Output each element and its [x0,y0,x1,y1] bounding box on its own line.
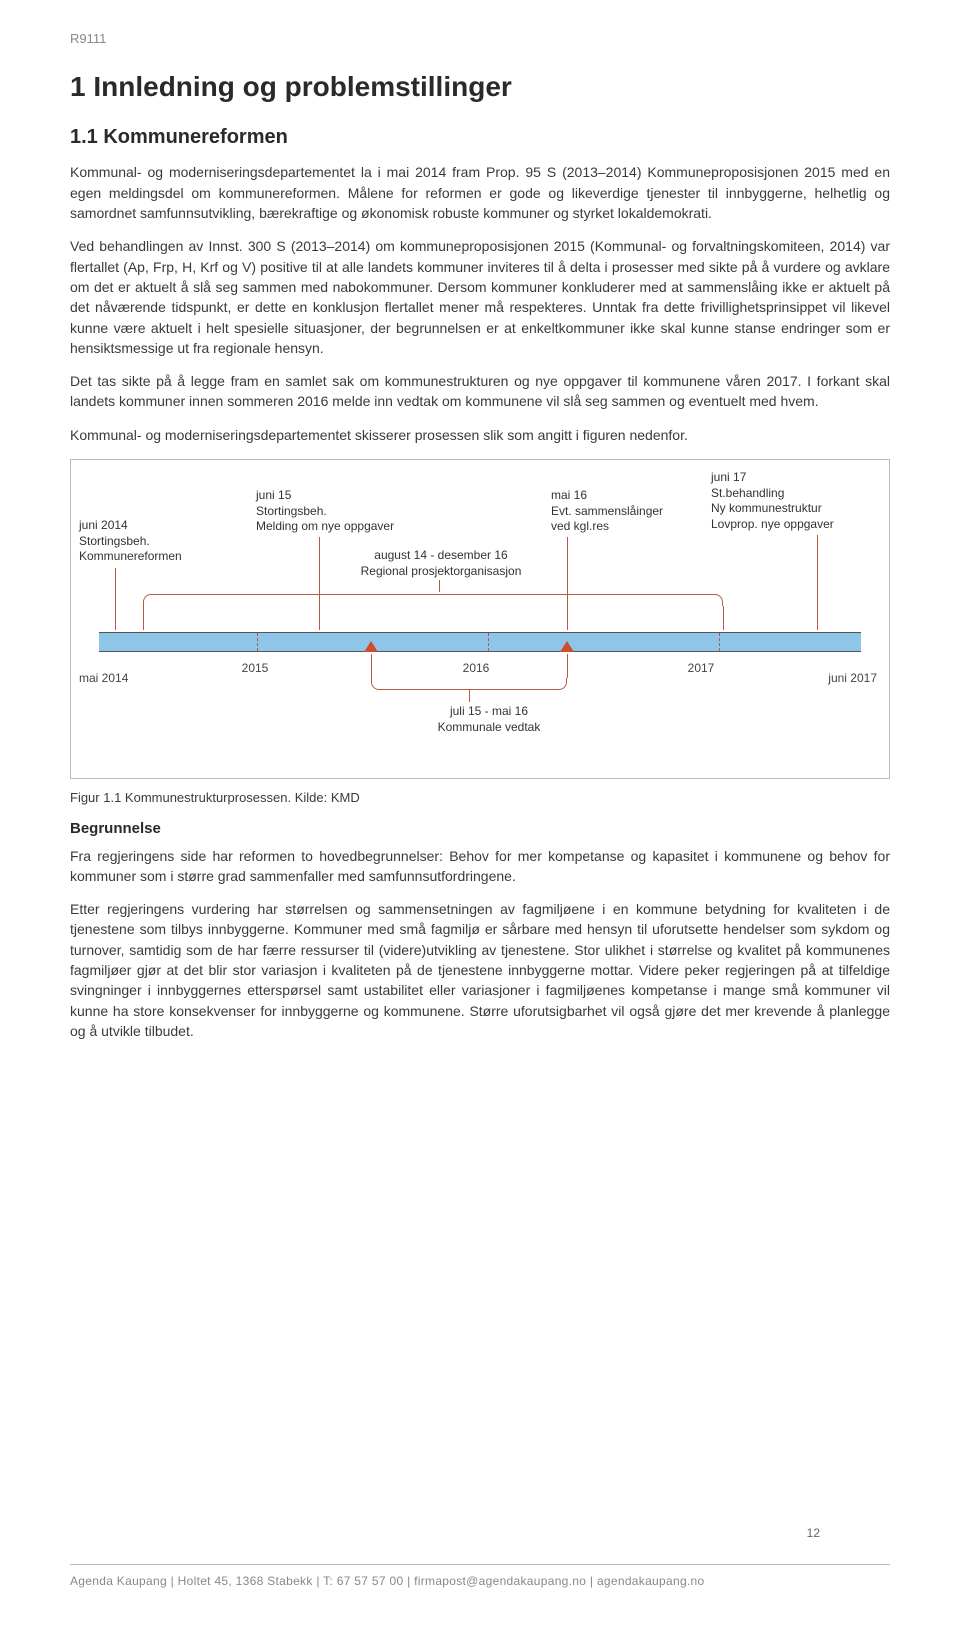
timeline-annot: juni 2014 Stortingsbeh. Kommunereformen [79,518,219,565]
paragraph: Kommunal- og moderniseringsdepartementet… [70,162,890,223]
pointer-line [567,537,568,630]
timeline-annot: august 14 - desember 16 Regional prosjek… [331,548,551,579]
timeline-annot: juli 15 - mai 16 Kommunale vedtak [409,704,569,735]
annot-line: Kommunale vedtak [409,720,569,736]
pointer-line [319,537,320,630]
figure-caption: Figur 1.1 Kommunestrukturprosessen. Kild… [70,789,890,808]
annot-line: St.behandling [711,486,871,502]
annot-line: Evt. sammenslåinger [551,504,711,520]
pointer-line [115,568,116,630]
heading-3: Begrunnelse [70,818,890,840]
annot-line: Kommunereformen [79,549,219,565]
timeline-figure: juni 2014 Stortingsbeh. Kommunereformen … [70,459,890,779]
annot-date: juni 17 [711,470,871,486]
heading-2: 1.1 Kommunereformen [70,123,890,152]
paragraph: Det tas sikte på å legge fram en samlet … [70,371,890,412]
year-tick [257,633,258,651]
year-label: 2016 [463,660,490,677]
brace-icon [371,678,567,690]
year-label: 2015 [242,660,269,677]
annot-date: juli 15 - mai 16 [409,704,569,720]
annot-date: juni 2014 [79,518,219,534]
pointer-line [371,654,372,678]
timeline-end-label: juni 2017 [828,670,877,687]
footer-separator: | [590,1574,597,1588]
paragraph: Etter regjeringens vurdering har størrel… [70,899,890,1041]
footer-url: agendakaupang.no [597,1574,705,1588]
brace-icon [143,594,723,606]
page-footer: Agenda Kaupang | Holtet 45, 1368 Stabekk… [70,1564,890,1590]
year-tick [488,633,489,651]
pointer-line [817,535,818,630]
timeline-annot: mai 16 Evt. sammenslåinger ved kgl.res [551,488,711,535]
annot-line: Stortingsbeh. [79,534,219,550]
footer-email: firmapost@agendakaupang.no [414,1574,586,1588]
annot-line: Regional prosjektorganisasjon [331,564,551,580]
pointer-line [567,654,568,678]
pointer-line [723,606,724,630]
annot-line: Stortingsbeh. [256,504,436,520]
annot-line: Lovprop. nye oppgaver [711,517,871,533]
pointer-line [469,690,470,702]
annot-line: ved kgl.res [551,519,711,535]
heading-1: 1 Innledning og problemstillinger [70,67,890,108]
page-number: 12 [807,1525,820,1542]
timeline-start-label: mai 2014 [79,670,128,687]
pointer-line [439,580,440,592]
timeline-annot: juni 15 Stortingsbeh. Melding om nye opp… [256,488,436,535]
pointer-line [143,606,144,630]
footer-tel: T: 67 57 57 00 [323,1574,403,1588]
annot-date: mai 16 [551,488,711,504]
year-tick [719,633,720,651]
paragraph: Fra regjeringens side har reformen to ho… [70,846,890,887]
timeline-marker-icon [364,641,378,652]
annot-date: august 14 - desember 16 [331,548,551,564]
document-id: R9111 [70,30,890,49]
paragraph: Kommunal- og moderniseringsdepartementet… [70,425,890,445]
footer-separator: | [171,1574,178,1588]
timeline-bar [99,632,861,652]
year-label: 2017 [688,660,715,677]
footer-brand: Agenda Kaupang [70,1574,167,1588]
annot-line: Ny kommunestruktur [711,501,871,517]
timeline-annot: juni 17 St.behandling Ny kommunestruktur… [711,470,871,532]
annot-date: juni 15 [256,488,436,504]
annot-line: Melding om nye oppgaver [256,519,436,535]
footer-address: Holtet 45, 1368 Stabekk [178,1574,313,1588]
timeline-marker-icon [560,641,574,652]
paragraph: Ved behandlingen av Innst. 300 S (2013–2… [70,236,890,358]
